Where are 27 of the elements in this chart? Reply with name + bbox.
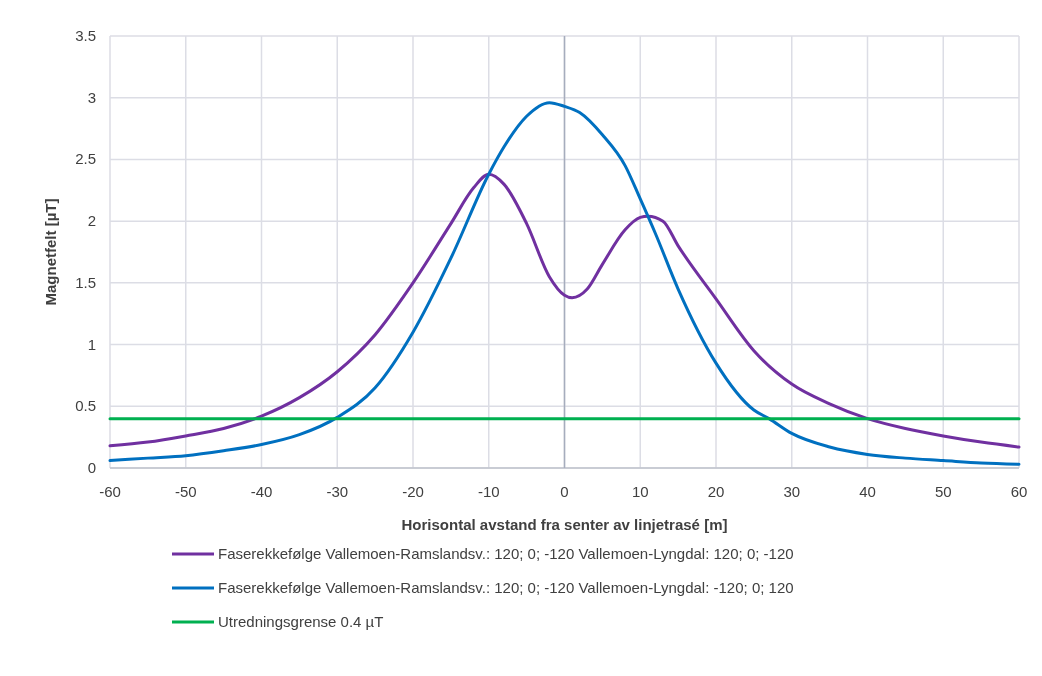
- x-tick-label: -30: [326, 483, 349, 500]
- legend-label: Faserekkefølge Vallemoen-Ramslandsv.: 120; 0; -120 Vallemoen-Lyngdal: -120; 0; 120: [218, 579, 794, 596]
- x-tick-label: 20: [707, 483, 725, 500]
- x-tick-label: -50: [174, 483, 197, 500]
- y-tick-label: 0.5: [75, 397, 96, 415]
- x-tick-label: -10: [477, 483, 500, 500]
- x-tick-label: 50: [934, 483, 952, 500]
- y-tick-label: 2.5: [75, 150, 96, 168]
- y-axis-title: Magnetfelt [µT]: [42, 198, 59, 306]
- x-tick-label: 0: [560, 483, 569, 500]
- x-tick-label: 10: [631, 483, 649, 500]
- line-series: [108, 172, 1021, 449]
- x-tick-label: 60: [1010, 483, 1028, 500]
- y-tick-label: 3.5: [75, 27, 96, 44]
- y-tick-label: 0: [87, 459, 96, 476]
- y-tick-label: 2: [87, 212, 96, 230]
- x-tick-label: 30: [783, 483, 801, 500]
- y-tick-label: 1.5: [75, 273, 96, 291]
- legend-label: Faserekkefølge Vallemoen-Ramslandsv.: 120; 0; -120 Vallemoen-Lyngdal: 120; 0; -120: [218, 545, 794, 562]
- x-tick-label: -60: [99, 483, 121, 500]
- x-tick-label: 40: [859, 483, 876, 500]
- y-tick-label: 1: [87, 335, 96, 353]
- x-tick-label: -20: [402, 483, 424, 500]
- y-tick-label: 3: [87, 88, 96, 106]
- x-tick-label: -40: [250, 483, 273, 500]
- legend-label: Utredningsgrense 0.4 µT: [218, 613, 384, 630]
- x-axis-title: Horisontal avstand fra senter av linjetrasé [m]: [401, 516, 728, 533]
